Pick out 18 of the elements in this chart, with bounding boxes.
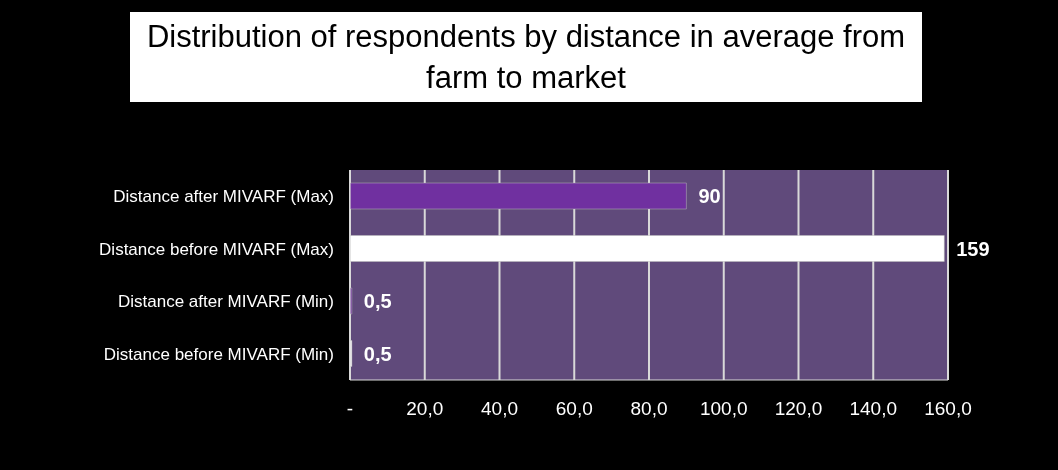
y-tick-label: Distance after MIVARF (Max) bbox=[113, 187, 334, 207]
y-tick-label: Distance before MIVARF (Min) bbox=[103, 344, 334, 364]
data-label: 0,5 bbox=[363, 290, 392, 313]
data-label: 90 bbox=[698, 185, 721, 208]
x-tick-label: 100,0 bbox=[699, 398, 748, 420]
x-tick-label: 140,0 bbox=[849, 398, 898, 420]
data-label: 0,5 bbox=[363, 342, 392, 365]
x-tick-label: 80,0 bbox=[630, 398, 668, 420]
y-tick-label: Distance after MIVARF (Min) bbox=[117, 292, 334, 312]
chart-title: Distribution of respondents by distance in average from farm to market bbox=[130, 12, 922, 102]
x-tick-label: 160,0 bbox=[924, 398, 972, 420]
x-tick-label: 40,0 bbox=[481, 398, 518, 420]
data-label: 159 bbox=[956, 237, 990, 260]
y-tick-label: Distance before MIVARF (Max) bbox=[99, 239, 334, 259]
x-tick-label: 60,0 bbox=[555, 398, 593, 420]
x-tick-label: 120,0 bbox=[774, 398, 823, 420]
x-tick-label: 20,0 bbox=[406, 398, 444, 420]
x-tick-label: - bbox=[346, 398, 354, 420]
